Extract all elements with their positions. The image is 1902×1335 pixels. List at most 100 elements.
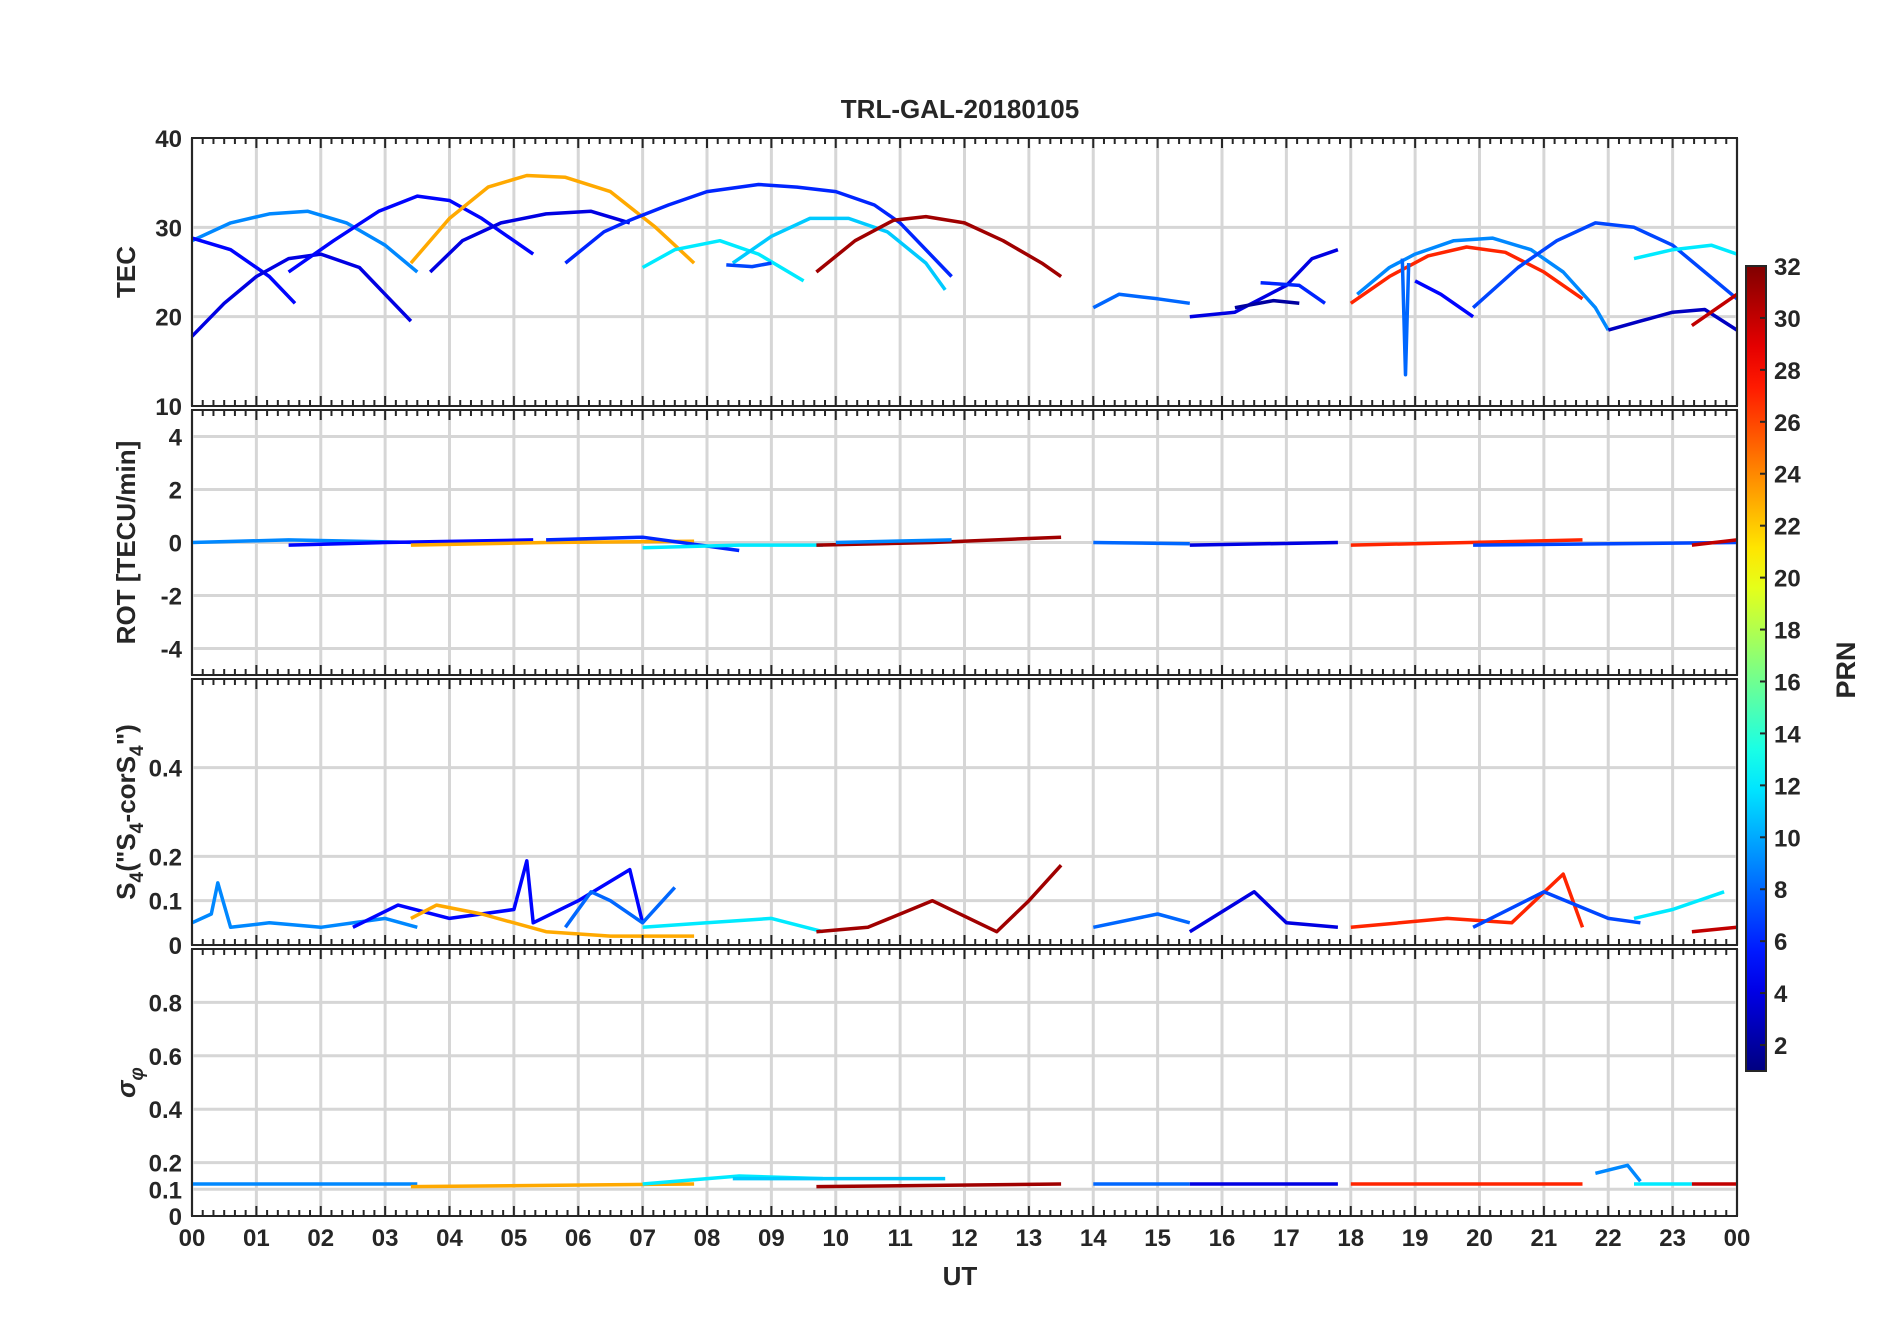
y-axis-label-part: S bbox=[111, 883, 141, 900]
y-tick-label: 40 bbox=[155, 126, 182, 153]
y-axis-label-part: 4 bbox=[127, 822, 148, 833]
y-tick-label: -4 bbox=[161, 637, 183, 664]
colorbar-tick-label: 10 bbox=[1774, 825, 1801, 852]
x-tick-label: 04 bbox=[436, 1225, 463, 1252]
x-tick-label: 00 bbox=[1724, 1225, 1751, 1252]
x-tick-label: 10 bbox=[822, 1225, 849, 1252]
y-tick-label: 0.1 bbox=[149, 889, 182, 916]
series-line-prn-6 bbox=[565, 185, 951, 277]
x-tick-label: 22 bbox=[1595, 1225, 1622, 1252]
colorbar-tick-label: 26 bbox=[1774, 410, 1801, 437]
colorbar-tick-label: 8 bbox=[1774, 877, 1787, 904]
x-tick-label: 21 bbox=[1531, 1225, 1558, 1252]
x-tick-label: 18 bbox=[1337, 1225, 1364, 1252]
x-tick-label: 00 bbox=[179, 1225, 206, 1252]
series-line-prn-31 bbox=[816, 1184, 1061, 1187]
colorbar-tick-label: 24 bbox=[1774, 462, 1801, 489]
y-tick-label: 10 bbox=[155, 394, 182, 421]
y-tick-label: 0 bbox=[169, 531, 182, 558]
y-tick-label: 0 bbox=[169, 933, 182, 960]
series-line-prn-12 bbox=[643, 241, 804, 281]
y-tick-label: 30 bbox=[155, 215, 182, 242]
y-tick-label: 0.8 bbox=[149, 990, 182, 1017]
colorbar-tick-label: 4 bbox=[1774, 981, 1788, 1008]
series-line-prn-5 bbox=[192, 238, 295, 303]
panel-TEC: 10 20 30 40 TEC bbox=[111, 126, 1737, 421]
series-line-prn-7 bbox=[1473, 223, 1737, 308]
series-line-prn-27 bbox=[1351, 247, 1583, 303]
y-tick-label: 20 bbox=[155, 305, 182, 332]
y-tick-label: 0.4 bbox=[149, 1097, 183, 1124]
x-tick-label: 07 bbox=[629, 1225, 656, 1252]
y-tick-label: 0.4 bbox=[149, 756, 183, 783]
panel-sigma_phi: 00.10.20.40.60.8σφ bbox=[111, 949, 1737, 1231]
series-line-prn-4 bbox=[1190, 892, 1338, 932]
x-tick-label: 09 bbox=[758, 1225, 785, 1252]
series-line-prn-31 bbox=[816, 217, 1061, 277]
series-line-prn-7 bbox=[726, 263, 771, 267]
y-tick-label: 0.1 bbox=[149, 1177, 182, 1204]
colorbar-label: PRN bbox=[1831, 641, 1861, 698]
x-tick-label: 02 bbox=[307, 1225, 334, 1252]
x-tick-label: 17 bbox=[1273, 1225, 1300, 1252]
y-axis-label-part: ("S bbox=[111, 833, 141, 871]
colorbar-tick-label: 20 bbox=[1774, 566, 1801, 593]
series-line-prn-12 bbox=[643, 545, 823, 548]
colorbar-tick-label: 2 bbox=[1774, 1033, 1787, 1060]
series-line-prn-5 bbox=[1415, 281, 1473, 317]
y-axis-label: ROT [TECU/min] bbox=[111, 441, 141, 645]
series-line-prn-12 bbox=[1634, 892, 1724, 919]
series-line-prn-8 bbox=[1093, 543, 1190, 544]
series-line-prn-9 bbox=[1595, 1165, 1640, 1181]
chart-title: TRL-GAL-20180105 bbox=[841, 94, 1079, 124]
colorbar-tick-label: 14 bbox=[1774, 721, 1801, 748]
colorbar-tick-label: 12 bbox=[1774, 773, 1801, 800]
x-tick-label: 08 bbox=[694, 1225, 721, 1252]
y-axis-label: S4 ("S4 -corS4 ") bbox=[111, 724, 148, 900]
x-tick-label: 01 bbox=[243, 1225, 270, 1252]
series-line-prn-8 bbox=[1093, 294, 1190, 307]
x-axis-label: UT bbox=[943, 1261, 978, 1291]
x-tick-label: 19 bbox=[1402, 1225, 1429, 1252]
colorbar-tick-label: 6 bbox=[1774, 929, 1787, 956]
y-axis-label: σφ bbox=[111, 1067, 148, 1098]
x-tick-label: 15 bbox=[1144, 1225, 1171, 1252]
colorbar-tick-label: 28 bbox=[1774, 358, 1801, 385]
y-tick-label: -2 bbox=[161, 584, 182, 611]
panel-S4: 0 0.1 0.2 0.4S4 ("S4 -corS4 ") bbox=[111, 679, 1737, 960]
x-tick-label: 14 bbox=[1080, 1225, 1107, 1252]
series-line-prn-8 bbox=[1093, 914, 1190, 927]
y-axis-label-part: -corS bbox=[111, 756, 141, 822]
series-line-prn-30 bbox=[1692, 927, 1737, 931]
x-tick-label: 06 bbox=[565, 1225, 592, 1252]
x-tick-label: 12 bbox=[951, 1225, 978, 1252]
series-line-prn-23 bbox=[411, 905, 694, 936]
y-axis-label-part: 4 bbox=[127, 872, 148, 883]
y-tick-label: 0.6 bbox=[149, 1044, 182, 1071]
x-tick-label: 23 bbox=[1659, 1225, 1686, 1252]
y-tick-label: 0.2 bbox=[149, 1151, 182, 1178]
x-tick-label: 05 bbox=[501, 1225, 528, 1252]
series-line-prn-9 bbox=[192, 883, 417, 927]
y-axis-label: TEC bbox=[111, 246, 141, 298]
y-tick-label: 0.2 bbox=[149, 844, 182, 871]
x-tick-label: 20 bbox=[1466, 1225, 1493, 1252]
series-line-prn-8 bbox=[565, 887, 674, 927]
x-tick-label: 11 bbox=[887, 1225, 912, 1252]
colorbar-tick-label: 32 bbox=[1774, 254, 1801, 281]
colorbar-tick-label: 16 bbox=[1774, 669, 1801, 696]
y-axis-label-part: ") bbox=[111, 724, 141, 745]
x-tick-label: 03 bbox=[372, 1225, 399, 1252]
series-line-prn-4 bbox=[192, 254, 411, 336]
y-tick-label: 2 bbox=[169, 478, 182, 505]
series-line-prn-31 bbox=[816, 865, 1061, 932]
y-axis-label-part: φ bbox=[127, 1067, 148, 1080]
colorbar-tick-label: 18 bbox=[1774, 618, 1801, 645]
colorbar-tick-label: 22 bbox=[1774, 514, 1801, 541]
